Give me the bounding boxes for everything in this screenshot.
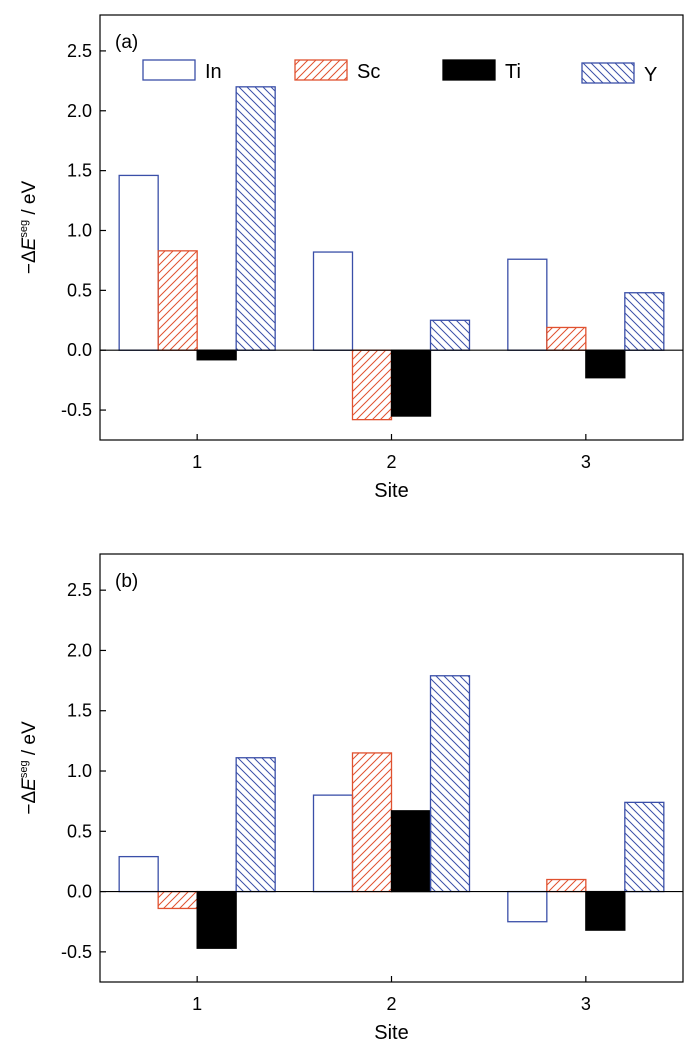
- y-tick-label: 2.5: [67, 580, 92, 600]
- y-label-sup: seg: [18, 760, 30, 778]
- bar-in-site-3: [507, 890, 548, 923]
- bars-b: [118, 675, 665, 949]
- y-tick-label: 0.5: [67, 280, 92, 300]
- y-tick-label: 1.0: [67, 761, 92, 781]
- y-axis-label-b: −ΔEseg / eV: [18, 721, 40, 815]
- legend-label-y: Y: [644, 64, 657, 86]
- bar-y-site-2: [429, 675, 471, 893]
- bar-sc-site-3: [546, 326, 587, 351]
- y-tick-label: -0.5: [61, 400, 92, 420]
- legend-swatch-ti: [442, 59, 496, 81]
- y-axis-label-a: −ΔEseg / eV: [18, 181, 40, 275]
- bar-in-site-2: [312, 251, 354, 351]
- legend-label-ti: Ti: [505, 61, 521, 83]
- chart-panel-a: -0.5 0.0 0.5 1.0 1.5 2.0 2.5 1 2 3 (a) Site −ΔEs…: [18, 14, 684, 502]
- bar-ti-site-3: [585, 349, 626, 379]
- bar-in-site-1: [118, 855, 159, 893]
- x-tick-label: 1: [192, 452, 202, 472]
- y-tick-label: 2.0: [67, 640, 92, 660]
- bar-ti-site-2: [390, 349, 432, 417]
- bar-ti-site-3: [585, 890, 626, 931]
- bar-in-site-1: [118, 174, 159, 351]
- x-axis-label-b: Site: [374, 1022, 408, 1044]
- x-tick-label: 2: [386, 452, 396, 472]
- bar-sc-site-1: [157, 250, 198, 351]
- bar-ti-site-1: [196, 349, 237, 361]
- y-axis-b: -0.5 0.0 0.5 1.0 1.5 2.0 2.5: [61, 580, 106, 962]
- legend-label-in: In: [205, 61, 222, 83]
- legend-swatch-sc: [294, 59, 348, 81]
- panel-label-b: (b): [115, 571, 138, 592]
- x-tick-label: 3: [581, 994, 591, 1014]
- bar-in-site-3: [507, 258, 548, 351]
- x-axis-label-a: Site: [374, 480, 408, 502]
- y-label-var: E: [19, 237, 40, 250]
- bar-ti-site-2: [390, 810, 432, 893]
- x-axis-a: 1 2 3: [192, 434, 591, 472]
- y-label-var: E: [19, 778, 40, 791]
- chart-panel-b: -0.5 0.0 0.5 1.0 1.5 2.0 2.5 1 2 3 (b) Site −ΔEs…: [18, 553, 684, 1044]
- bar-sc-site-2: [351, 752, 393, 893]
- y-tick-label: 2.5: [67, 41, 92, 61]
- bar-sc-site-2: [351, 349, 393, 421]
- y-tick-label: 2.0: [67, 101, 92, 121]
- bar-y-site-3: [624, 801, 665, 893]
- y-label-prefix: −Δ: [19, 791, 40, 815]
- x-axis-b: 1 2 3: [192, 976, 591, 1014]
- y-label-prefix: −Δ: [19, 250, 40, 274]
- y-tick-label: -0.5: [61, 942, 92, 962]
- x-tick-label: 2: [386, 994, 396, 1014]
- legend-a: In Sc Ti Y: [142, 59, 657, 86]
- y-tick-label: 0.0: [67, 340, 92, 360]
- bars-a: [118, 86, 665, 421]
- x-tick-label: 3: [581, 452, 591, 472]
- bar-ti-site-1: [196, 890, 237, 949]
- y-tick-label: 1.0: [67, 220, 92, 240]
- y-tick-label: 1.5: [67, 161, 92, 181]
- bar-y-site-3: [624, 292, 665, 351]
- y-tick-label: 1.5: [67, 701, 92, 721]
- panel-label-a: (a): [115, 32, 138, 53]
- legend-swatch-y: [581, 62, 635, 84]
- y-tick-label: 0.0: [67, 882, 92, 902]
- y-label-sup: seg: [18, 220, 30, 238]
- x-tick-label: 1: [192, 994, 202, 1014]
- legend-label-sc: Sc: [357, 61, 380, 83]
- y-tick-label: 0.5: [67, 821, 92, 841]
- bar-sc-site-1: [157, 890, 198, 910]
- bar-y-site-1: [235, 86, 276, 351]
- bar-in-site-2: [312, 794, 354, 893]
- y-label-unit: / eV: [19, 721, 40, 760]
- legend-swatch-in: [142, 59, 196, 81]
- y-axis-a: -0.5 0.0 0.5 1.0 1.5 2.0 2.5: [61, 41, 106, 420]
- bar-sc-site-3: [546, 878, 587, 893]
- bar-y-site-2: [429, 319, 471, 351]
- y-label-unit: / eV: [19, 181, 40, 220]
- bar-y-site-1: [235, 757, 276, 893]
